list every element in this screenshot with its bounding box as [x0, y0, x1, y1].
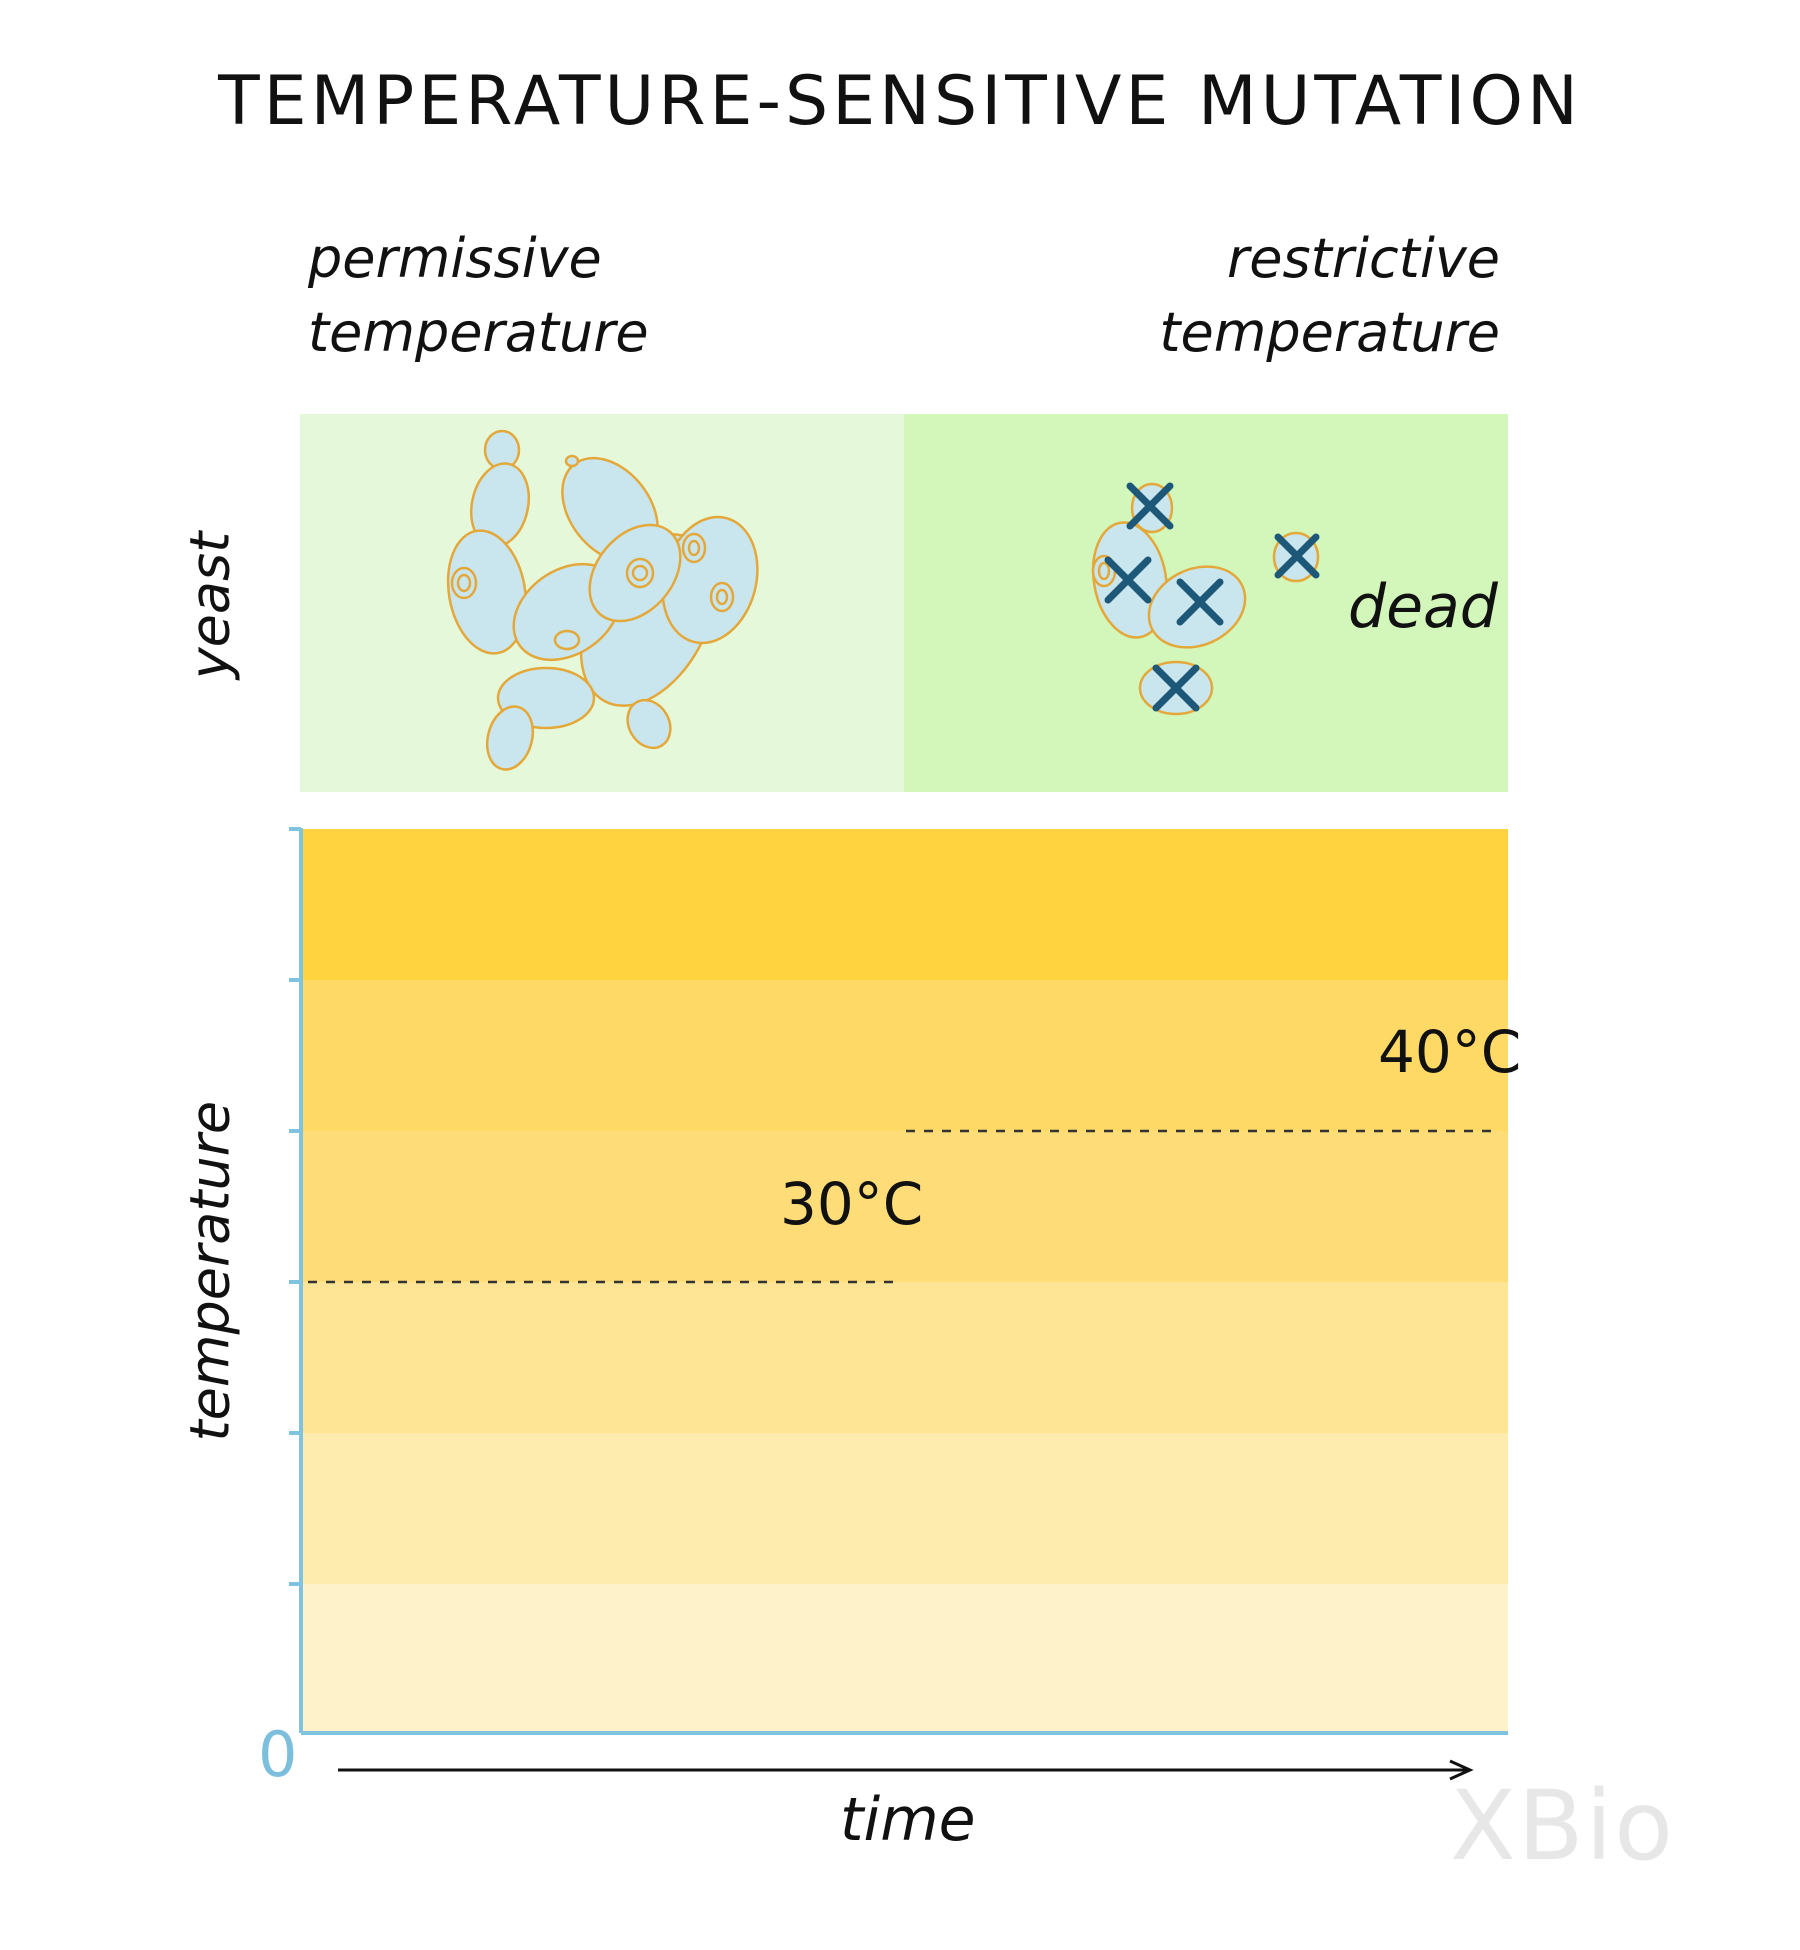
dead-marker-x-icon [1104, 556, 1152, 604]
time-axis-label: time [840, 1785, 976, 1855]
temperature-axis [289, 827, 1508, 1735]
xbio-logo: XBio [1450, 1770, 1676, 1882]
temperature-band-5 [302, 1433, 1508, 1584]
permissive-label-line2: temperature [308, 301, 649, 364]
dead-marker-x-icon [1176, 578, 1224, 626]
temperature-band-3 [302, 1131, 1508, 1282]
permissive-label-line1: permissive [308, 227, 602, 290]
yeast-bud-scar [687, 539, 701, 557]
restrictive-temperature-label: restrictive temperature [1159, 222, 1500, 370]
temperature-band-1 [302, 829, 1508, 980]
temperature-bands [302, 829, 1508, 1732]
healthy-yeast-cluster [446, 429, 759, 771]
yeast-bud-scar [715, 588, 729, 606]
restrictive-temperature-value: 40°C [1378, 1018, 1522, 1086]
temperature-band-4 [302, 1282, 1508, 1433]
yeast-bud-scar [1097, 561, 1111, 581]
diagram-title: TEMPERATURE-SENSITIVE MUTATION [218, 62, 1582, 141]
yeast-bud-scar [553, 629, 581, 651]
restrictive-label-line1: restrictive [1227, 227, 1500, 290]
dead-yeast-cluster [1091, 482, 1320, 716]
temperature-band-6 [302, 1584, 1508, 1732]
yeast-cell [485, 705, 535, 771]
yeast-cell [446, 529, 528, 655]
yeast-cell [626, 698, 672, 750]
axis-origin-label: 0 [258, 1718, 298, 1791]
dead-marker-x-icon [1274, 533, 1320, 579]
dead-marker-x-icon [1152, 664, 1200, 712]
yeast-bud-scar [456, 573, 472, 593]
restrictive-label-line2: temperature [1159, 301, 1500, 364]
time-arrow [338, 1759, 1474, 1781]
permissive-temperature-label: permissive temperature [308, 222, 649, 370]
yeast-bud-scar [631, 564, 649, 582]
dead-label: dead [1348, 572, 1498, 642]
permissive-temperature-value: 30°C [780, 1170, 924, 1238]
temperature-band-2 [302, 980, 1508, 1131]
dead-marker-x-icon [1126, 482, 1174, 530]
yeast-cell [564, 454, 580, 468]
